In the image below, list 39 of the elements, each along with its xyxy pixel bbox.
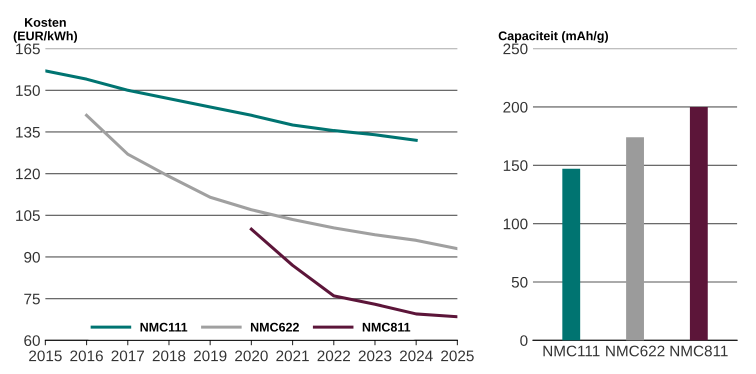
legend-label: NMC811 (362, 322, 410, 332)
x-tick-label: NMC811 (670, 346, 728, 356)
y-axis-title: Kosten (EUR/kWh) (14, 18, 78, 43)
x-tick-label: 2021 (276, 350, 309, 362)
y-tick-label: 0 (520, 335, 528, 346)
y-tick-label: 135 (16, 126, 40, 138)
x-tick-label: 2023 (358, 350, 392, 362)
line-series (250, 228, 458, 318)
y-tick-label: 90 (24, 252, 40, 263)
legend-label: NMC111 (140, 322, 188, 332)
x-tick-label: 2024 (400, 350, 433, 362)
bar (562, 168, 580, 340)
y-tick-label: 250 (503, 43, 528, 54)
x-tick-label: 2017 (112, 350, 144, 362)
y-tick-label: 165 (16, 43, 40, 54)
x-tick-label: NMC622 (606, 346, 664, 356)
legend-label: NMC622 (250, 322, 299, 332)
y-tick-label: 120 (16, 168, 40, 180)
bar (690, 106, 708, 340)
y-tick-label: 200 (503, 102, 528, 113)
x-tick-label: 2020 (235, 350, 268, 362)
x-tick-label: 2016 (70, 350, 103, 362)
x-tick-label: 2025 (441, 350, 474, 362)
y-tick-label: 105 (16, 210, 40, 222)
y-tick-label: 150 (16, 85, 40, 96)
x-tick-label: 2019 (194, 350, 226, 362)
line-series (85, 114, 458, 250)
y-tick-label: 50 (512, 276, 528, 288)
y-tick-label: 60 (24, 335, 40, 346)
x-tick-label: 2018 (152, 350, 186, 362)
x-tick-label: NMC111 (543, 346, 600, 356)
x-tick-label: 2015 (29, 350, 62, 362)
bar (626, 137, 644, 340)
x-tick-label: 2022 (318, 350, 350, 362)
line-series (45, 69, 418, 142)
y-tick-label: 100 (504, 218, 528, 230)
y-axis-title: Capaciteit (mAh/g) (498, 31, 608, 43)
y-tick-label: 150 (504, 160, 528, 171)
y-tick-label: 75 (24, 294, 40, 304)
